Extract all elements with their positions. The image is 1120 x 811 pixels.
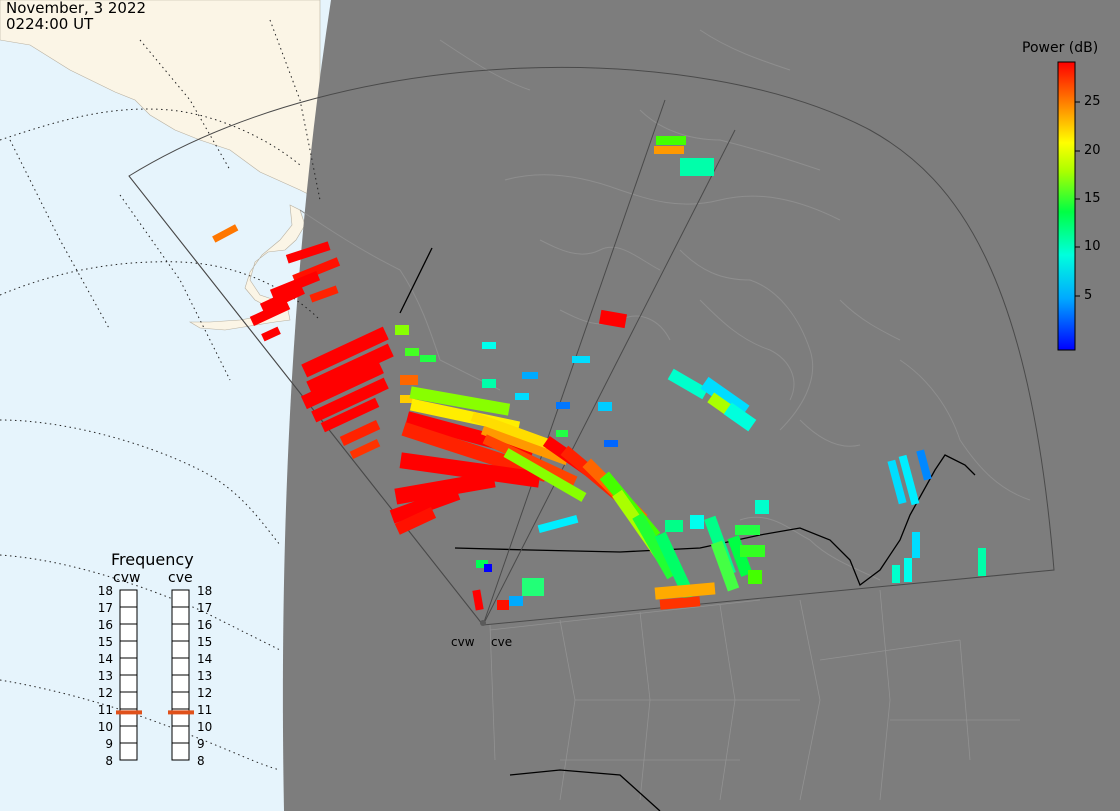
frequency-radar-label-cve: cve <box>168 570 193 586</box>
colorbar-tick: 20 <box>1084 143 1101 158</box>
frequency-tick-right: 8 <box>197 754 205 768</box>
frequency-scale-cvw <box>119 589 138 761</box>
colorbar-title: Power (dB) <box>1022 40 1099 56</box>
colorbar-tick: 25 <box>1084 94 1101 109</box>
frequency-tick-left: 11 <box>97 703 113 717</box>
colorbar-tick: 10 <box>1084 239 1101 254</box>
coastlines <box>299 29 1031 581</box>
frequency-marker-cve <box>168 710 194 715</box>
land-alaska <box>0 0 321 201</box>
frequency-tick-left: 9 <box>105 737 113 751</box>
state-boundaries <box>489 589 1020 801</box>
frequency-tick-right: 17 <box>197 601 213 615</box>
frequency-tick-left: 13 <box>97 669 113 683</box>
frequency-tick-left: 17 <box>97 601 113 615</box>
frequency-radar-label-cvw: cvw <box>113 570 141 586</box>
colorbar-ticks <box>1075 101 1080 297</box>
colorbar-tick: 15 <box>1084 191 1101 206</box>
frequency-tick-right: 13 <box>197 669 213 683</box>
colorbar-tick: 5 <box>1084 288 1093 303</box>
frequency-tick-left: 10 <box>97 720 113 734</box>
frequency-tick-right: 16 <box>197 618 213 632</box>
frequency-marker-cvw <box>116 710 142 715</box>
frequency-tick-right: 18 <box>197 584 213 598</box>
frequency-title: Frequency <box>111 550 194 569</box>
radar-site-marker <box>480 620 486 626</box>
frequency-tick-left: 18 <box>97 584 113 598</box>
frequency-tick-right: 12 <box>197 686 213 700</box>
frequency-tick-right: 15 <box>197 635 213 649</box>
land-alaska-peninsula <box>188 204 306 331</box>
site-label-cvw: cvw <box>451 635 475 649</box>
frequency-tick-left: 14 <box>97 652 113 666</box>
frequency-tick-left: 8 <box>105 754 113 768</box>
date-label: November, 3 2022 <box>6 0 147 17</box>
colorbar-gradient <box>1057 61 1076 351</box>
site-label-cve: cve <box>491 635 513 649</box>
frequency-tick-right: 14 <box>197 652 213 666</box>
frequency-tick-right: 11 <box>197 703 213 717</box>
time-label: 0224:00 UT <box>6 15 94 33</box>
frequency-tick-left: 15 <box>97 635 113 649</box>
frequency-tick-right: 10 <box>197 720 213 734</box>
backscatter-cells <box>212 136 986 611</box>
frequency-tick-left: 16 <box>97 618 113 632</box>
frequency-tick-right: 9 <box>197 737 205 751</box>
frequency-tick-left: 12 <box>97 686 113 700</box>
night-region <box>282 0 1120 811</box>
frequency-scale-cve <box>171 589 190 761</box>
